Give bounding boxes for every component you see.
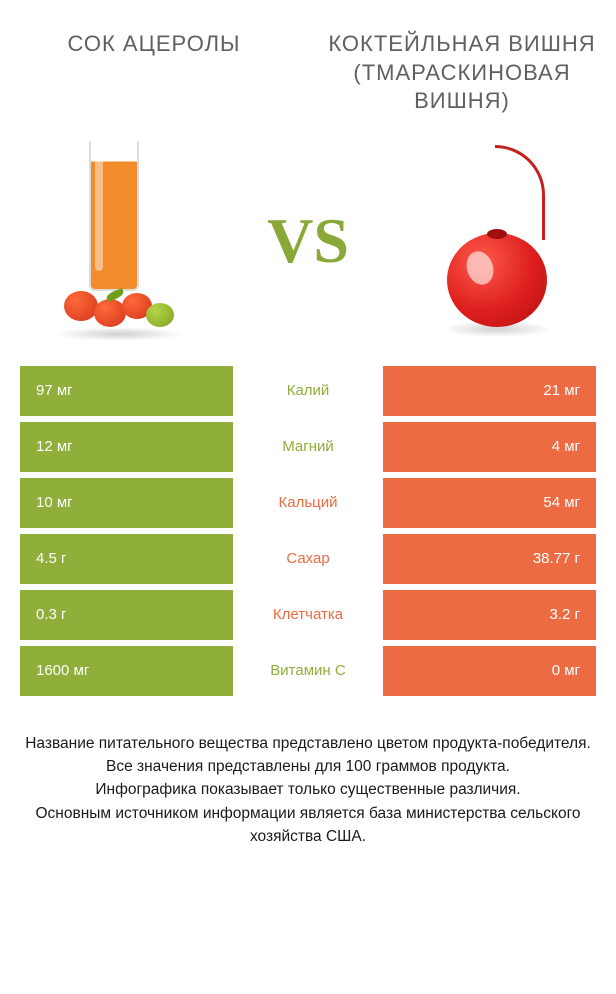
maraschino-cherry-illustration bbox=[417, 141, 577, 341]
nutrient-label: Калий bbox=[233, 366, 383, 416]
titles-row: СОК АЦЕРОЛЫ КОКТЕЙЛЬНАЯ ВИШНЯ (ТМАРАСКИН… bbox=[0, 0, 616, 126]
left-product-title: СОК АЦЕРОЛЫ bbox=[0, 30, 308, 116]
table-row: 0.3 гКлетчатка3.2 г bbox=[20, 590, 596, 640]
nutrient-label: Магний bbox=[233, 422, 383, 472]
right-value-cell: 21 мг bbox=[383, 366, 596, 416]
left-value-cell: 0.3 г bbox=[20, 590, 233, 640]
left-value-cell: 12 мг bbox=[20, 422, 233, 472]
right-product-image bbox=[379, 126, 616, 356]
acerola-juice-illustration bbox=[44, 141, 194, 341]
right-value-cell: 38.77 г bbox=[383, 534, 596, 584]
table-row: 1600 мгВитамин C0 мг bbox=[20, 646, 596, 696]
nutrient-label: Сахар bbox=[233, 534, 383, 584]
table-row: 97 мгКалий21 мг bbox=[20, 366, 596, 416]
left-value-cell: 10 мг bbox=[20, 478, 233, 528]
right-value-cell: 3.2 г bbox=[383, 590, 596, 640]
left-product-image bbox=[0, 126, 237, 356]
nutrition-table: 97 мгКалий21 мг 12 мгМагний4 мг 10 мгКальц… bbox=[0, 356, 616, 722]
vs-label: VS bbox=[267, 204, 349, 278]
right-product-title: КОКТЕЙЛЬНАЯ ВИШНЯ (ТМАРАСКИНОВАЯ ВИШНЯ) bbox=[308, 30, 616, 116]
left-value-cell: 4.5 г bbox=[20, 534, 233, 584]
right-value-cell: 0 мг bbox=[383, 646, 596, 696]
table-row: 12 мгМагний4 мг bbox=[20, 422, 596, 472]
right-value-cell: 4 мг bbox=[383, 422, 596, 472]
nutrient-label: Клетчатка bbox=[233, 590, 383, 640]
nutrient-label: Витамин C bbox=[233, 646, 383, 696]
right-value-cell: 54 мг bbox=[383, 478, 596, 528]
hero-row: VS bbox=[0, 126, 616, 356]
table-row: 10 мгКальций54 мг bbox=[20, 478, 596, 528]
left-value-cell: 1600 мг bbox=[20, 646, 233, 696]
table-row: 4.5 гСахар38.77 г bbox=[20, 534, 596, 584]
left-value-cell: 97 мг bbox=[20, 366, 233, 416]
footer-note: Название питательного вещества представл… bbox=[0, 722, 616, 848]
nutrient-label: Кальций bbox=[233, 478, 383, 528]
